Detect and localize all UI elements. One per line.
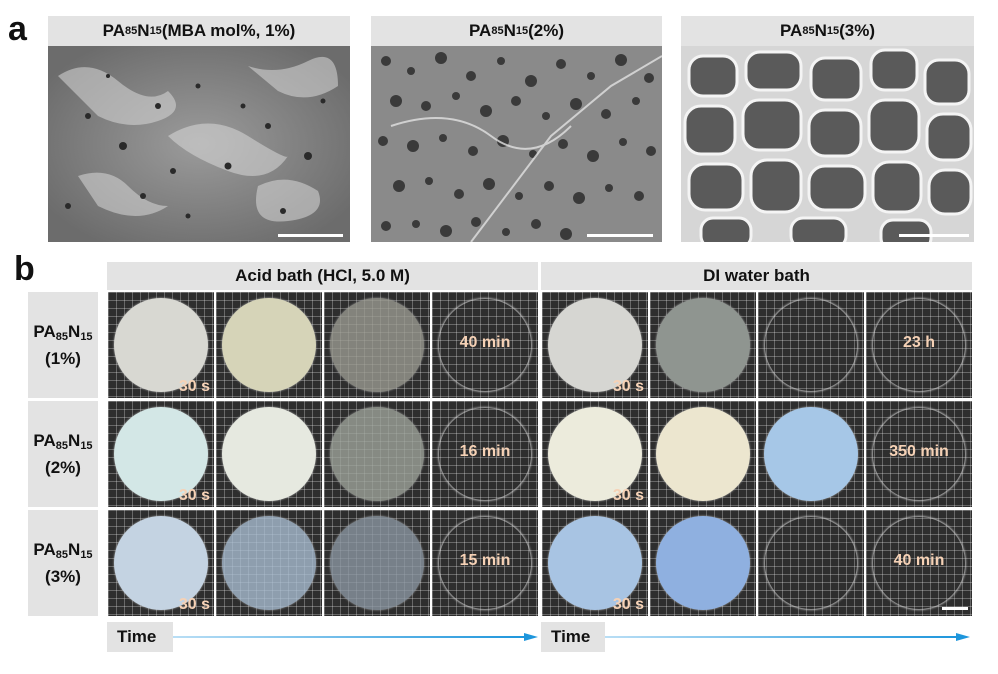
scale-bar <box>942 607 968 610</box>
scale-bar <box>899 234 969 237</box>
row-label-2pct: PA85N15 (2%) <box>28 401 98 507</box>
film-disc <box>114 298 208 392</box>
time-label-acid: Time <box>107 622 173 652</box>
photo-cell <box>758 510 864 616</box>
photo-cell: 30 s <box>108 510 214 616</box>
row-label-1pct: PA85N15 (1%) <box>28 292 98 398</box>
sem-title-2pct: PA 85 N 15 (2%) <box>371 16 662 46</box>
film-disc <box>222 407 316 501</box>
time-stamp-start: 30 s <box>612 596 644 613</box>
time-arrow-acid-head <box>524 633 538 641</box>
photo-cell: 30 s <box>542 401 648 507</box>
film-disc <box>872 516 966 610</box>
photo-cell <box>216 292 322 398</box>
photo-cell <box>650 401 756 507</box>
photo-cell <box>324 510 430 616</box>
film-disc <box>330 298 424 392</box>
film-disc <box>656 298 750 392</box>
film-disc <box>222 298 316 392</box>
photo-cell <box>650 292 756 398</box>
time-stamp-end: 40 min <box>459 334 511 351</box>
film-disc <box>548 516 642 610</box>
film-disc <box>656 407 750 501</box>
photo-cell: 16 min <box>432 401 538 507</box>
film-disc <box>330 516 424 610</box>
film-disc <box>438 407 532 501</box>
film-disc <box>872 407 966 501</box>
time-stamp-start: 30 s <box>612 378 644 395</box>
film-disc <box>764 407 858 501</box>
photo-cell: 23 h <box>866 292 972 398</box>
photo-cell: 30 s <box>108 401 214 507</box>
scale-bar <box>278 234 343 237</box>
photo-cell <box>324 292 430 398</box>
time-stamp-end: 15 min <box>459 552 511 569</box>
row-label-3pct: PA85N15 (3%) <box>28 510 98 616</box>
film-disc <box>548 298 642 392</box>
film-disc <box>438 298 532 392</box>
photo-cell <box>324 401 430 507</box>
film-disc <box>764 298 858 392</box>
group-header-water: DI water bath <box>541 262 972 290</box>
sem-title-3pct: PA 85 N 15 (3%) <box>681 16 974 46</box>
photo-cell <box>758 401 864 507</box>
film-disc <box>222 516 316 610</box>
film-disc <box>114 516 208 610</box>
photo-cell: 30 s <box>108 292 214 398</box>
photo-cell: 30 s <box>542 510 648 616</box>
time-arrow-acid <box>173 636 525 638</box>
photo-cell: 40 min <box>432 292 538 398</box>
time-label-water: Time <box>541 622 605 652</box>
panel-b-letter: b <box>14 250 35 288</box>
time-stamp-end: 23 h <box>902 334 935 351</box>
photo-cell: 350 min <box>866 401 972 507</box>
group-header-acid: Acid bath (HCl, 5.0 M) <box>107 262 538 290</box>
photo-cell: 40 min <box>866 510 972 616</box>
sem-image-1pct <box>48 46 350 242</box>
photo-cell: 15 min <box>432 510 538 616</box>
photo-cell <box>650 510 756 616</box>
time-stamp-start: 30 s <box>178 378 210 395</box>
photo-cell <box>216 401 322 507</box>
time-stamp-start: 30 s <box>178 487 210 504</box>
film-disc <box>330 407 424 501</box>
photo-cell <box>216 510 322 616</box>
sem-image-3pct <box>681 46 974 242</box>
sem-title-1pct: PA 85 N 15 (MBA mol%, 1%) <box>48 16 350 46</box>
scale-bar <box>587 234 653 237</box>
panel-a-letter: a <box>8 10 27 48</box>
time-stamp-end: 40 min <box>893 552 945 569</box>
film-disc <box>438 516 532 610</box>
time-arrow-water <box>605 636 957 638</box>
time-stamp-start: 30 s <box>612 487 644 504</box>
film-disc <box>548 407 642 501</box>
film-disc <box>656 516 750 610</box>
time-stamp-start: 30 s <box>178 596 210 613</box>
photo-cell <box>758 292 864 398</box>
film-disc <box>872 298 966 392</box>
time-stamp-end: 350 min <box>889 443 949 460</box>
photo-cell: 30 s <box>542 292 648 398</box>
film-disc <box>114 407 208 501</box>
time-stamp-end: 16 min <box>459 443 511 460</box>
sem-image-2pct <box>371 46 662 242</box>
time-arrow-water-head <box>956 633 970 641</box>
film-disc <box>764 516 858 610</box>
